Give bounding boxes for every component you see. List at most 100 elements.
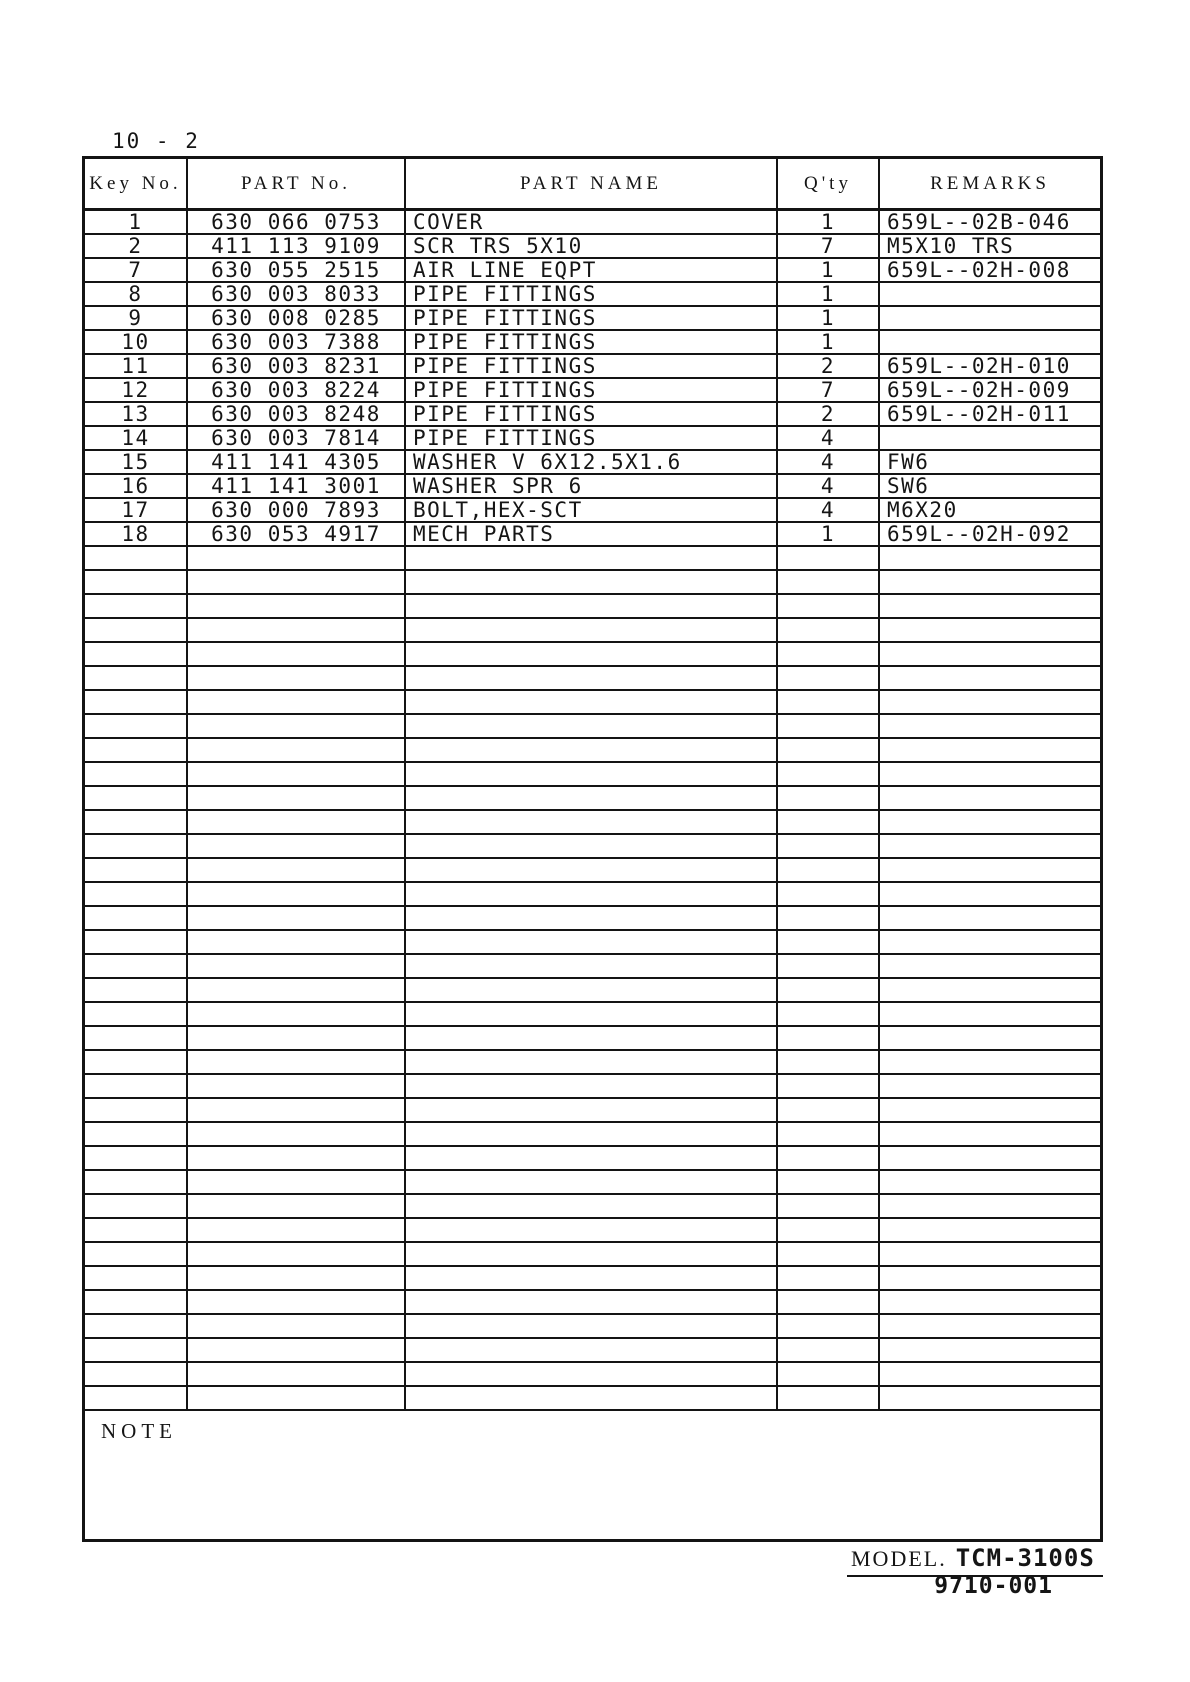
cell-part-no: 630 003 7388: [188, 331, 406, 353]
cell-key-no: 12: [85, 379, 188, 401]
cell-part-no: [188, 1243, 406, 1265]
cell-remarks: [880, 907, 1100, 929]
table-row-empty: [85, 1243, 1100, 1267]
table-row: 16 411 141 3001 WASHER SPR 6 4 SW6: [85, 475, 1100, 499]
cell-remarks: [880, 619, 1100, 641]
cell-part-name: [406, 691, 778, 713]
cell-remarks: FW6: [887, 451, 930, 473]
cell-part-name: [406, 1099, 778, 1121]
cell-key-no: 7: [85, 259, 188, 281]
cell-key-no: [85, 907, 188, 929]
cell-key-no: 2: [85, 235, 188, 257]
cell-key-no: [85, 1267, 188, 1289]
cell-part-name: [406, 1267, 778, 1289]
cell-qty: 1: [778, 307, 880, 329]
cell-part-no: [188, 667, 406, 689]
cell-part-name: [406, 739, 778, 761]
cell-part-no: [188, 859, 406, 881]
page-number: 10 - 2: [112, 129, 200, 153]
cell-part-name: [406, 1171, 778, 1193]
cell-part-no: [188, 1195, 406, 1217]
header-cell-qty: Q'ty: [778, 159, 880, 208]
cell-qty: [778, 955, 880, 977]
cell-remarks: [880, 1123, 1100, 1145]
cell-qty: [778, 691, 880, 713]
cell-part-no: [188, 955, 406, 977]
cell-part-no: 411 141 4305: [188, 451, 406, 473]
table-row: 10 630 003 7388 PIPE FITTINGS 1: [85, 331, 1100, 355]
cell-part-no: [188, 1099, 406, 1121]
cell-key-no: [85, 883, 188, 905]
cell-remarks: [880, 931, 1100, 953]
cell-part-no: [188, 811, 406, 833]
cell-remarks: [880, 763, 1100, 785]
cell-qty: [778, 1123, 880, 1145]
cell-key-no: [85, 1099, 188, 1121]
note-section: NOTE: [85, 1411, 1100, 1539]
cell-qty: [778, 739, 880, 761]
cell-part-name: [406, 955, 778, 977]
cell-remarks: [880, 955, 1100, 977]
cell-part-name: [406, 1147, 778, 1169]
cell-part-no: [188, 835, 406, 857]
cell-part-name: PIPE FITTINGS: [406, 355, 778, 377]
cell-key-no: 9: [85, 307, 188, 329]
cell-part-name: COVER: [406, 211, 778, 233]
header-cell-part-name: PART NAME: [406, 159, 778, 208]
cell-qty: 4: [778, 499, 880, 521]
table-row: 12 630 003 8224 PIPE FITTINGS 7 659L--02H-00…: [85, 379, 1100, 403]
table-row: 7 630 055 2515 AIR LINE EQPT 1 659L--02H-008: [85, 259, 1100, 283]
cell-qty: 4: [778, 427, 880, 449]
table-row-empty: [85, 787, 1100, 811]
cell-qty: [778, 883, 880, 905]
cell-remarks: [880, 1219, 1100, 1241]
table-row-empty: [85, 1027, 1100, 1051]
cell-key-no: [85, 955, 188, 977]
cell-key-no: [85, 859, 188, 881]
cell-part-no: 630 008 0285: [188, 307, 406, 329]
cell-remarks: [880, 1003, 1100, 1025]
cell-qty: [778, 835, 880, 857]
cell-qty: 4: [778, 451, 880, 473]
cell-qty: [778, 1027, 880, 1049]
cell-part-name: [406, 811, 778, 833]
cell-part-name: [406, 715, 778, 737]
cell-key-no: [85, 979, 188, 1001]
cell-key-no: [85, 571, 188, 593]
model-label: MODEL.: [851, 1546, 947, 1571]
cell-part-no: [188, 739, 406, 761]
cell-qty: [778, 1267, 880, 1289]
table-row-empty: [85, 859, 1100, 883]
cell-part-no: [188, 643, 406, 665]
cell-remarks: [880, 835, 1100, 857]
table-row-empty: [85, 739, 1100, 763]
cell-part-no: 630 055 2515: [188, 259, 406, 281]
cell-qty: [778, 1363, 880, 1385]
table-row-empty: [85, 883, 1100, 907]
table-row-empty: [85, 571, 1100, 595]
cell-part-no: [188, 787, 406, 809]
cell-remarks: [880, 859, 1100, 881]
cell-remarks: [880, 1027, 1100, 1049]
cell-key-no: [85, 1219, 188, 1241]
cell-qty: [778, 715, 880, 737]
cell-key-no: [85, 667, 188, 689]
cell-key-no: [85, 1243, 188, 1265]
cell-part-no: [188, 883, 406, 905]
cell-qty: [778, 1387, 880, 1409]
cell-key-no: 14: [85, 427, 188, 449]
cell-key-no: [85, 1315, 188, 1337]
cell-qty: [778, 571, 880, 593]
cell-qty: [778, 1291, 880, 1313]
parts-table: Key No. PART No. PART NAME Q'ty REMARKS …: [82, 156, 1103, 1542]
cell-part-name: [406, 619, 778, 641]
cell-remarks: [880, 1075, 1100, 1097]
cell-remarks: [880, 715, 1100, 737]
cell-part-no: 630 003 8231: [188, 355, 406, 377]
cell-remarks: [880, 1051, 1100, 1073]
cell-key-no: [85, 1387, 188, 1409]
cell-part-no: [188, 571, 406, 593]
cell-key-no: 11: [85, 355, 188, 377]
table-row-empty: [85, 1267, 1100, 1291]
